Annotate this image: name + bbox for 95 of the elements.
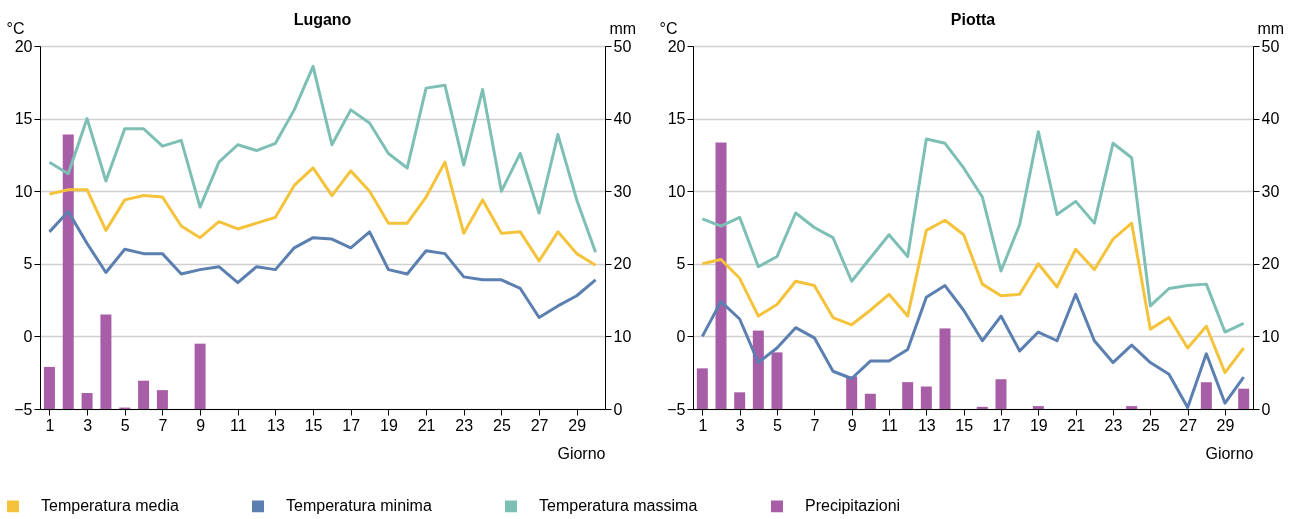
x-tick-label: 29 xyxy=(568,416,587,434)
bar xyxy=(771,352,783,409)
y-axis-title: °C xyxy=(659,19,678,37)
y2-tick-label: 0 xyxy=(1261,400,1271,418)
x-tick-label: 29 xyxy=(1216,416,1235,434)
y-tick-label: 0 xyxy=(676,327,686,345)
line-series xyxy=(47,160,598,267)
y2-tick-label: 40 xyxy=(1261,110,1280,128)
legend-label: Precipitazioni xyxy=(805,497,901,515)
bar xyxy=(864,393,876,409)
x-tick-label: 11 xyxy=(881,416,898,434)
bar xyxy=(1238,388,1250,409)
x-tick-label: 25 xyxy=(493,416,511,434)
x-tick-label: 17 xyxy=(992,416,1011,434)
bar xyxy=(1126,406,1138,409)
y-tick-label: 5 xyxy=(23,255,33,273)
y-tick-label: 0 xyxy=(23,327,33,345)
x-tick-label: 5 xyxy=(773,416,783,434)
x-tick-label: 13 xyxy=(267,416,285,434)
y-tick-label: 10 xyxy=(14,182,33,200)
bar xyxy=(62,134,74,409)
bar xyxy=(696,368,708,409)
bar xyxy=(939,328,951,409)
x-tick-label: 15 xyxy=(955,416,974,434)
x-tick-label: 13 xyxy=(917,416,936,434)
y2-tick-label: 50 xyxy=(1261,37,1280,55)
bar xyxy=(43,366,55,409)
bar xyxy=(194,343,206,409)
x-tick-label: 1 xyxy=(45,416,55,434)
x-tick-label: 7 xyxy=(810,416,820,434)
y2-tick-label: 0 xyxy=(613,400,623,418)
y2-tick-label: 30 xyxy=(613,182,632,200)
x-tick-label: 9 xyxy=(847,416,857,434)
bar xyxy=(1200,382,1212,409)
bar xyxy=(976,406,988,409)
y2-axis-title: mm xyxy=(609,19,637,37)
line-series xyxy=(700,284,1246,410)
line-series xyxy=(700,218,1246,375)
y2-axis-title: mm xyxy=(1257,19,1285,37)
x-tick-label: 19 xyxy=(1029,416,1048,434)
bar xyxy=(81,393,93,409)
bar xyxy=(920,386,932,409)
y-tick-label: −5 xyxy=(14,400,33,418)
y-tick-label: −5 xyxy=(667,400,686,418)
bar xyxy=(846,376,858,409)
x-tick-label: 9 xyxy=(196,416,206,434)
x-tick-label: 23 xyxy=(1104,416,1123,434)
y2-tick-label: 10 xyxy=(613,327,632,345)
bar xyxy=(995,379,1007,409)
legend-label: Temperatura minima xyxy=(286,497,432,515)
y-tick-label: 15 xyxy=(667,110,686,128)
chart-title: Piotta xyxy=(950,11,996,28)
bar xyxy=(752,330,764,409)
x-tick-label: 3 xyxy=(83,416,93,434)
line-series xyxy=(47,64,598,254)
bar xyxy=(100,314,112,409)
line-series xyxy=(47,210,598,320)
x-tick-label: 5 xyxy=(120,416,130,434)
y2-tick-label: 50 xyxy=(613,37,632,55)
x-tick-label: 19 xyxy=(380,416,398,434)
x-tick-label: 27 xyxy=(1179,416,1198,434)
x-tick-label: 21 xyxy=(417,416,436,434)
y-tick-label: 5 xyxy=(676,255,686,273)
x-tick-label: 27 xyxy=(530,416,549,434)
x-tick-label: 11 xyxy=(229,416,247,434)
x-tick-label: 15 xyxy=(304,416,323,434)
y2-tick-label: 30 xyxy=(1261,182,1280,200)
x-tick-label: 3 xyxy=(735,416,745,434)
x-tick-label: 1 xyxy=(698,416,708,434)
bar xyxy=(138,380,150,409)
y-axis-title: °C xyxy=(6,19,25,37)
y-tick-label: 20 xyxy=(14,37,33,55)
x-tick-label: 7 xyxy=(158,416,168,434)
y2-tick-label: 20 xyxy=(613,255,632,273)
bar xyxy=(156,390,168,409)
x-axis-title: Giorno xyxy=(557,444,606,462)
legend-label: Temperatura media xyxy=(41,497,179,515)
legend-label: Temperatura massima xyxy=(539,497,698,515)
bar xyxy=(734,392,746,409)
bar xyxy=(715,142,727,409)
x-tick-label: 17 xyxy=(342,416,361,434)
bar xyxy=(902,382,914,409)
x-tick-label: 21 xyxy=(1067,416,1086,434)
x-tick-label: 23 xyxy=(455,416,474,434)
x-axis-title: Giorno xyxy=(1205,444,1254,462)
x-tick-label: 25 xyxy=(1141,416,1160,434)
y2-tick-label: 40 xyxy=(613,110,632,128)
y-tick-label: 15 xyxy=(14,110,33,128)
y-tick-label: 20 xyxy=(667,37,686,55)
y-tick-label: 10 xyxy=(667,182,686,200)
bar xyxy=(1032,406,1044,409)
chart-title: Lugano xyxy=(293,11,352,28)
y2-tick-label: 10 xyxy=(1261,327,1280,345)
y2-tick-label: 20 xyxy=(1261,255,1280,273)
line-series xyxy=(700,130,1246,334)
